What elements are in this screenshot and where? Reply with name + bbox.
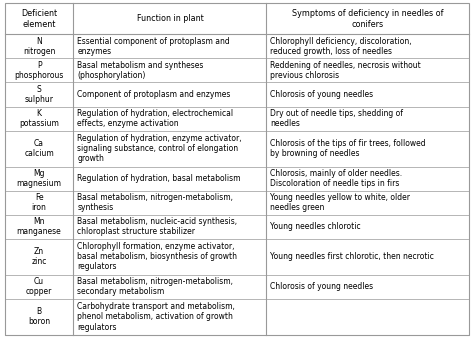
Text: Chlorosis of young needles: Chlorosis of young needles bbox=[270, 90, 373, 99]
Text: K
potassium: K potassium bbox=[19, 109, 59, 128]
Text: Component of protoplasm and enzymes: Component of protoplasm and enzymes bbox=[77, 90, 231, 99]
Text: Dry out of needle tips, shedding of
needles: Dry out of needle tips, shedding of need… bbox=[270, 109, 403, 128]
Text: Ca
calcium: Ca calcium bbox=[24, 139, 54, 158]
Text: Symptoms of deficiency in needles of
conifers: Symptoms of deficiency in needles of con… bbox=[292, 9, 444, 29]
Text: Basal metabolism, nitrogen-metabolism,
synthesis: Basal metabolism, nitrogen-metabolism, s… bbox=[77, 193, 233, 212]
Text: Chlorophyll deficiency, discoloration,
reduced growth, loss of needles: Chlorophyll deficiency, discoloration, r… bbox=[270, 37, 412, 56]
Text: Basal metabolism, nitrogen-metabolism,
secondary metabolism: Basal metabolism, nitrogen-metabolism, s… bbox=[77, 277, 233, 296]
Text: Young needles first chlorotic, then necrotic: Young needles first chlorotic, then necr… bbox=[270, 252, 434, 261]
Text: Essential component of protoplasm and
enzymes: Essential component of protoplasm and en… bbox=[77, 37, 230, 56]
Text: Basal metabolism, nucleic-acid synthesis,
chloroplast structure stabilizer: Basal metabolism, nucleic-acid synthesis… bbox=[77, 217, 237, 236]
Text: B
boron: B boron bbox=[28, 307, 50, 326]
Text: N
nitrogen: N nitrogen bbox=[23, 37, 55, 56]
Text: Young needles yellow to white, older
needles green: Young needles yellow to white, older nee… bbox=[270, 193, 410, 212]
Text: Cu
copper: Cu copper bbox=[26, 277, 52, 296]
Text: Chlorosis of the tips of fir trees, followed
by browning of needles: Chlorosis of the tips of fir trees, foll… bbox=[270, 139, 426, 158]
Text: Fe
iron: Fe iron bbox=[32, 193, 46, 212]
Text: P
phosphorous: P phosphorous bbox=[14, 61, 64, 80]
Text: Young needles chlorotic: Young needles chlorotic bbox=[270, 222, 361, 231]
Text: Carbohydrate transport and metabolism,
phenol metabolism, activation of growth
r: Carbohydrate transport and metabolism, p… bbox=[77, 302, 235, 332]
Text: Reddening of needles, necrosis without
previous chlorosis: Reddening of needles, necrosis without p… bbox=[270, 61, 421, 80]
Text: Basal metabolism and syntheses
(phosphorylation): Basal metabolism and syntheses (phosphor… bbox=[77, 61, 204, 80]
Text: S
sulphur: S sulphur bbox=[25, 85, 54, 104]
Text: Chlorosis, mainly of older needles.
Discoloration of needle tips in firs: Chlorosis, mainly of older needles. Disc… bbox=[270, 169, 402, 188]
Text: Regulation of hydration, basal metabolism: Regulation of hydration, basal metabolis… bbox=[77, 174, 241, 183]
Text: Mg
magnesium: Mg magnesium bbox=[17, 169, 62, 188]
Text: Chlorophyll formation, enzyme activator,
basal metabolism, biosynthesis of growt: Chlorophyll formation, enzyme activator,… bbox=[77, 242, 237, 271]
Text: Zn
zinc: Zn zinc bbox=[31, 247, 47, 266]
Text: Chlorosis of young needles: Chlorosis of young needles bbox=[270, 282, 373, 291]
Text: Function in plant: Function in plant bbox=[137, 15, 203, 23]
Text: Mn
manganese: Mn manganese bbox=[17, 217, 62, 236]
Text: Regulation of hydration, electrochemical
effects, enzyme activation: Regulation of hydration, electrochemical… bbox=[77, 109, 233, 128]
Text: Deficient
element: Deficient element bbox=[21, 9, 57, 29]
Text: Regulation of hydration, enzyme activator,
signaling substance, control of elong: Regulation of hydration, enzyme activato… bbox=[77, 134, 242, 164]
